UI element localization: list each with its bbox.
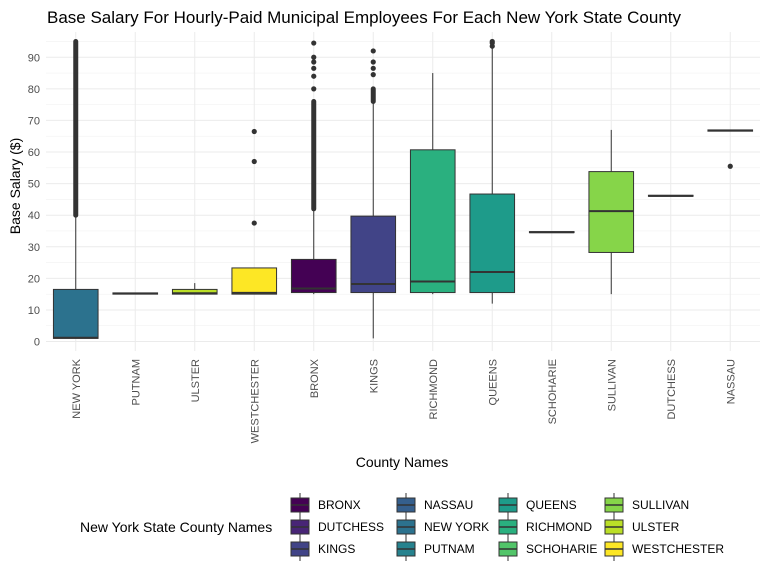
x-tick-labels: NEW YORK PUTNAM ULSTER WESTCHESTER BRONX KING…	[71, 358, 738, 443]
outlier-point	[370, 65, 376, 71]
y-tick-label: 90	[28, 52, 40, 64]
legend-item: NASSAU	[396, 493, 473, 517]
y-tick-labels: 0 10 20 30 40 50 60 70 80 90	[28, 52, 40, 348]
legend: BRONX DUTCHESS KINGS NASSAU NEW YORK PUTNAM QU…	[290, 493, 724, 561]
outlier-point	[311, 65, 317, 71]
legend-item: RICHMOND	[498, 515, 592, 539]
legend-label: QUEENS	[526, 498, 577, 512]
legend-item: NEW YORK	[396, 515, 489, 539]
x-tick-label: QUEENS	[487, 359, 499, 405]
y-tick-label: 60	[28, 147, 40, 159]
box-bronx	[290, 40, 337, 295]
outlier-point	[370, 48, 376, 54]
outlier-point	[489, 38, 495, 45]
box-body	[52, 288, 99, 339]
legend-item: BRONX	[290, 493, 361, 517]
x-tick-label: RICHMOND	[428, 359, 440, 420]
box-new-york	[52, 38, 99, 339]
x-tick-label: ULSTER	[190, 359, 202, 402]
x-tick-label: SULLIVAN	[606, 359, 618, 411]
x-tick-label: KINGS	[368, 359, 380, 393]
box-kings	[350, 48, 397, 339]
x-tick-label: NEW YORK	[71, 358, 83, 418]
legend-item: PUTNAM	[396, 537, 475, 561]
y-tick-label: 20	[28, 273, 40, 285]
outlier-point	[311, 40, 317, 46]
legend-item: WESTCHESTER	[604, 537, 724, 561]
legend-label: PUTNAM	[424, 542, 475, 556]
outlier-point	[251, 158, 257, 165]
box-ulster	[171, 283, 218, 295]
box-dutchess	[647, 194, 694, 197]
y-axis-title: Base Salary ($)	[7, 138, 23, 234]
legend-item: QUEENS	[498, 493, 577, 517]
x-axis-title: County Names	[356, 454, 449, 470]
outlier-point	[311, 59, 317, 65]
plot-grid	[46, 32, 760, 351]
legend-item: KINGS	[290, 537, 355, 561]
legend-label: SCHOHARIE	[526, 542, 597, 556]
box-body	[469, 193, 516, 294]
box-richmond	[409, 73, 456, 295]
legend-label: NEW YORK	[424, 520, 489, 534]
x-tick-label: BRONX	[309, 358, 321, 398]
outlier-point	[251, 220, 257, 226]
legend-label: ULSTER	[632, 520, 680, 534]
box-westchester	[231, 128, 278, 295]
legend-item: SCHOHARIE	[498, 537, 597, 561]
x-tick-label: WESTCHESTER	[249, 359, 261, 443]
outlier-point	[370, 72, 376, 78]
box-body	[409, 149, 456, 294]
legend-label: DUTCHESS	[318, 520, 384, 534]
box-series	[52, 38, 754, 339]
legend-label: WESTCHESTER	[632, 542, 724, 556]
y-tick-label: 0	[34, 337, 40, 349]
y-tick-label: 70	[28, 115, 40, 127]
x-tick-label: NASSAU	[725, 359, 737, 404]
outlier-point	[370, 59, 376, 65]
y-tick-label: 80	[28, 84, 40, 96]
legend-label: SULLIVAN	[632, 498, 689, 512]
legend-item: SULLIVAN	[604, 493, 689, 517]
outlier-point	[251, 128, 257, 135]
y-tick-label: 30	[28, 242, 40, 254]
box-sullivan	[588, 129, 635, 295]
y-tick-label: 50	[28, 179, 40, 191]
box-putnam	[112, 292, 159, 295]
legend-label: KINGS	[318, 542, 355, 556]
box-schoharie	[528, 231, 575, 234]
y-tick-label: 40	[28, 210, 40, 222]
outlier-point	[311, 54, 317, 60]
box-body	[290, 258, 337, 294]
x-tick-label: SCHOHARIE	[547, 359, 559, 424]
box-nassau	[707, 129, 754, 169]
legend-label: BRONX	[318, 498, 361, 512]
y-tick-label: 10	[28, 305, 40, 317]
outlier-point	[727, 163, 733, 169]
outlier-point	[311, 86, 317, 92]
chart-title: Base Salary For Hourly-Paid Municipal Em…	[47, 8, 682, 27]
legend-item: ULSTER	[604, 515, 680, 539]
box-queens	[469, 38, 516, 304]
legend-label: NASSAU	[424, 498, 473, 512]
box-body	[350, 215, 397, 294]
outlier-point	[311, 73, 317, 79]
x-tick-label: DUTCHESS	[666, 359, 678, 420]
legend-item: DUTCHESS	[290, 515, 384, 539]
box-body	[231, 267, 278, 295]
x-tick-label: PUTNAM	[130, 359, 142, 405]
legend-title: New York State County Names	[80, 519, 272, 535]
legend-label: RICHMOND	[526, 520, 592, 534]
